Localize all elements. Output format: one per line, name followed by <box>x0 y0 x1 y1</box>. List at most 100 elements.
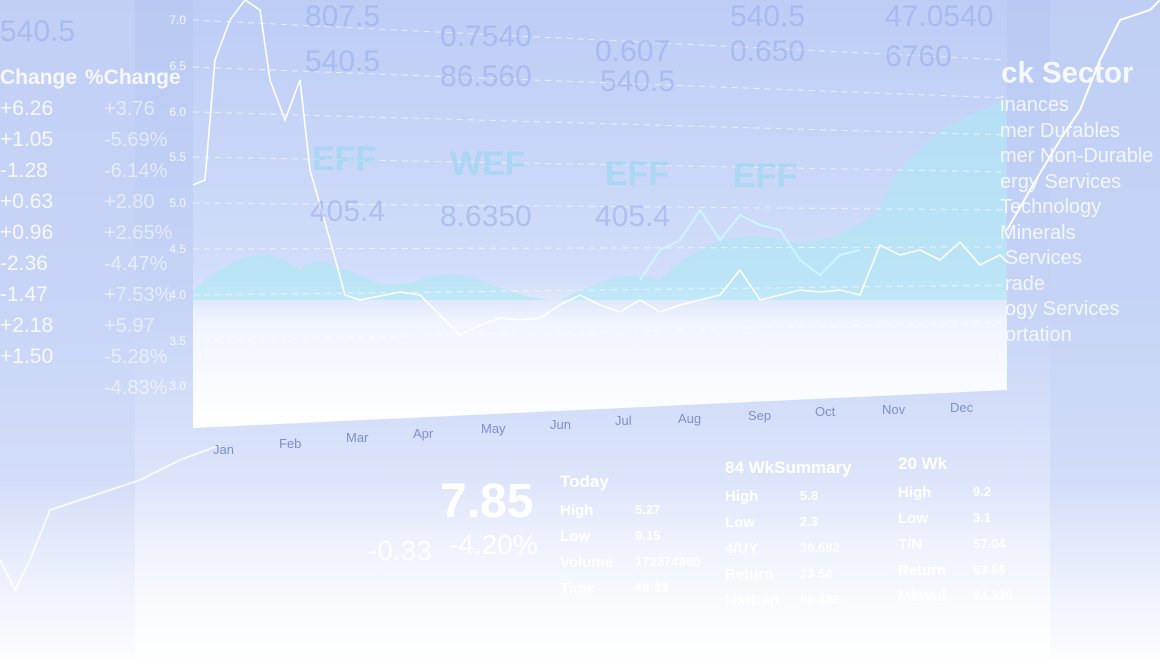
change-value: +0.63 <box>0 190 54 213</box>
y-tick-label: 7.0 <box>169 13 186 27</box>
panel-label: High <box>725 488 759 505</box>
panel-value: 9.2 <box>973 484 992 499</box>
grid-line <box>192 246 1008 250</box>
y-tick-label: 4.5 <box>169 242 186 256</box>
x-tick-label: Aug <box>678 411 702 426</box>
x-tick-label: May <box>481 421 506 436</box>
panel-label: Return <box>725 566 774 583</box>
panel-value: 93.66 <box>973 562 1006 577</box>
sector-item: mer Durables <box>1000 119 1121 142</box>
sector-item: ogy Services <box>1005 298 1120 320</box>
chart-panel <box>193 0 1007 428</box>
price-change: -0.33 <box>368 535 432 566</box>
x-tick-label: Apr <box>413 426 434 441</box>
panel-label: High <box>560 502 594 519</box>
panel-value: 36.682 <box>800 540 840 555</box>
panel-label: MktVol <box>898 588 947 605</box>
price-line <box>192 0 1008 336</box>
grid-line <box>192 321 1008 342</box>
panel-title: 20 Wk <box>898 454 948 473</box>
x-tick-label: Oct <box>815 404 836 419</box>
grid-line <box>192 66 1008 99</box>
percent-change: -5.28% <box>104 346 168 368</box>
panel-value: 98.48E <box>800 592 842 607</box>
percent-change: +2.65% <box>104 222 173 244</box>
grid-line <box>192 156 1008 173</box>
background-number: 0.650 <box>730 35 806 68</box>
panel-label: MktCap <box>725 592 780 609</box>
panel-label: High <box>898 484 932 501</box>
panel-value: 46:33 <box>635 580 669 595</box>
panel-label: Low <box>560 528 590 545</box>
change-value: +2.18 <box>0 314 54 337</box>
change-value: -1.47 <box>0 283 48 306</box>
panel-value: 5.8 <box>800 488 819 503</box>
area <box>193 100 1007 300</box>
grid-line <box>192 202 1008 211</box>
sector-item: Technology <box>1000 196 1102 218</box>
change-value: +1.05 <box>0 128 54 151</box>
change-value: +6.26 <box>0 97 54 120</box>
percent-change: -6.14% <box>104 160 168 182</box>
panel-value: 9.15 <box>635 528 661 543</box>
panel-value: 172374980 <box>635 554 701 569</box>
percent-change: +5.97 <box>104 315 155 337</box>
panel-label: Low <box>898 510 928 527</box>
x-tick-label: Jul <box>615 413 632 428</box>
percent-change: -4.20% <box>449 529 538 560</box>
y-tick-label: 3.0 <box>169 379 186 394</box>
column-header: %Change <box>85 66 181 89</box>
x-tick-label: Mar <box>346 430 369 445</box>
panel-value: 23.54 <box>800 566 833 581</box>
price: 7.85 <box>440 475 534 528</box>
change-value: +1.50 <box>0 345 54 368</box>
x-tick-label: Feb <box>279 436 302 451</box>
secondary-line <box>639 208 861 281</box>
grid <box>192 19 1008 342</box>
background-number: 47.0540 <box>885 0 994 33</box>
background-number: 8.6350 <box>440 200 532 233</box>
sector-item: ortation <box>1005 323 1072 346</box>
panel-value: 2.3 <box>800 514 819 529</box>
percent-change: -4.47% <box>104 253 168 275</box>
background-code: EFF <box>733 157 798 195</box>
background-number: 6760 <box>885 40 952 73</box>
y-tick-label: 3.5 <box>169 333 186 348</box>
background-number: 86.560 <box>440 60 532 93</box>
grid-line <box>192 19 1008 61</box>
panel-label: Volume <box>560 554 614 571</box>
percent-change: +2.80 <box>104 191 155 213</box>
sector-item: inances <box>1000 94 1069 116</box>
panel-label: Low <box>725 514 755 531</box>
change-value: -2.36 <box>0 252 48 275</box>
background-number: 540.5 <box>305 45 381 78</box>
panel-title: 84 WkSummary <box>725 458 852 477</box>
sector-item: rade <box>1005 272 1046 295</box>
background-number: 0.607 <box>595 35 671 68</box>
background-number: 540.5 <box>0 15 76 48</box>
y-tick-label: 6.5 <box>169 58 186 73</box>
background-number: 540.5 <box>730 0 806 33</box>
x-tick-label: Sep <box>748 408 772 423</box>
background-number: 405.4 <box>310 195 386 228</box>
panel-value: 57.04 <box>973 536 1006 551</box>
panel-title: Today <box>560 472 609 491</box>
y-tick-label: 6.0 <box>169 104 186 119</box>
sector-item: ergy Services <box>1000 170 1122 193</box>
background-code: EFF <box>312 140 377 178</box>
background-code: WEF <box>450 145 526 183</box>
panel-value: 24.330 <box>973 588 1013 603</box>
x-tick-label: Jun <box>550 417 571 432</box>
grid-line <box>192 111 1008 136</box>
background-code: EFF <box>605 155 670 193</box>
trend-line <box>1006 0 1160 231</box>
panel-value: 3.1 <box>973 510 992 525</box>
y-tick-label: 4.0 <box>169 287 186 302</box>
sectors-title: ck Sector <box>1001 57 1134 90</box>
percent-change: +7.53% <box>104 284 173 306</box>
change-value: -1.28 <box>0 159 48 182</box>
y-tick-label: 5.0 <box>169 196 186 211</box>
fade <box>0 480 1160 659</box>
